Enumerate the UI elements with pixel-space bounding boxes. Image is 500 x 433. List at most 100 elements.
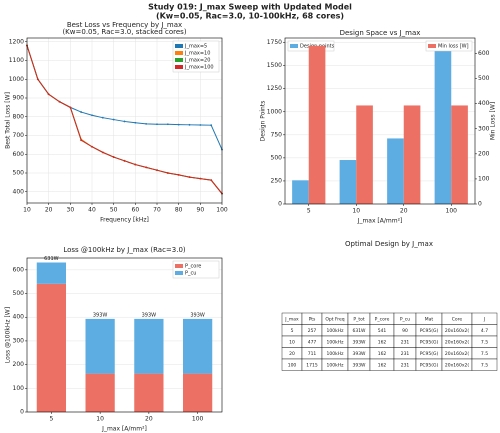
- figure-subtitle: (Kw=0.05, Rac=3.0, 10-100kHz, 68 cores): [156, 12, 344, 21]
- table-text: Opt Freq: [325, 316, 344, 322]
- table-text: Mat: [425, 316, 434, 322]
- table-text: 393W: [352, 351, 366, 357]
- legend-swatch: [175, 58, 183, 62]
- table-text: 231: [401, 339, 410, 345]
- table-text: 20: [289, 351, 295, 357]
- x-tick-label: 5: [307, 208, 311, 215]
- table-text: 100kHz: [327, 351, 345, 357]
- table-text: 231: [401, 362, 410, 368]
- bar: [356, 105, 373, 204]
- table-text: 393W: [352, 339, 366, 345]
- y-tick-label: 900: [13, 95, 25, 102]
- bar: [292, 180, 309, 204]
- table-text: 100: [288, 362, 297, 368]
- point: [166, 123, 169, 126]
- table-text: 541: [378, 328, 387, 334]
- point: [47, 93, 50, 96]
- point: [134, 121, 137, 124]
- bar-segment: [183, 373, 213, 412]
- point: [80, 139, 83, 142]
- table-text: 5: [291, 328, 294, 334]
- bar-segment: [134, 373, 164, 412]
- x-tick-label: 30: [67, 207, 75, 214]
- y-axis-label: Best Total Loss [W]: [5, 92, 12, 149]
- point: [134, 163, 137, 166]
- point: [101, 151, 104, 154]
- table-text: 631W: [352, 328, 366, 334]
- bar: [403, 105, 421, 204]
- table-text: 477: [308, 339, 317, 345]
- point: [101, 116, 104, 119]
- y-tick-label: 200: [13, 361, 25, 368]
- total-label: 393W: [190, 312, 205, 318]
- legend-swatch: [175, 264, 183, 268]
- x-tick-label: 60: [132, 207, 140, 214]
- table-text: J: [483, 316, 485, 322]
- bar-segment: [85, 318, 115, 374]
- point: [112, 156, 115, 158]
- bar: [451, 105, 468, 204]
- legend-label: J_max=5: [184, 44, 207, 50]
- total-label: 631W: [44, 256, 59, 262]
- y-tick-label: 100: [13, 385, 25, 392]
- y-tick-label: 500: [13, 170, 25, 177]
- x-tick-label: 100: [216, 207, 228, 214]
- table-text: 393W: [352, 362, 366, 368]
- y-tick-label: 400: [13, 314, 25, 321]
- bar: [434, 45, 452, 204]
- x-tick-label: 80: [175, 207, 183, 214]
- legend-label: J_max=10: [184, 51, 210, 57]
- x-tick-label: 70: [153, 207, 161, 214]
- legend-label: P_cu: [185, 271, 196, 277]
- x-axis-label: J_max [A/mm²]: [101, 426, 147, 433]
- y-tick-label: 600: [13, 266, 25, 273]
- chart-title: Design Space vs J_max: [340, 29, 421, 37]
- point: [123, 120, 126, 123]
- legend-swatch: [175, 51, 183, 55]
- point: [58, 100, 61, 103]
- bar-segment: [134, 318, 164, 374]
- table-text: P_core: [375, 316, 390, 322]
- legend-swatch: [175, 271, 183, 275]
- legend-label: P_core: [185, 264, 201, 270]
- bar: [308, 45, 326, 205]
- bar-segment: [36, 283, 66, 412]
- x-tick-label: 20: [45, 207, 53, 214]
- table-text: 7.5: [481, 339, 488, 345]
- point: [156, 123, 158, 126]
- y2-tick-label: 0: [478, 201, 482, 208]
- table-text: 7.5: [481, 362, 488, 368]
- x-tick-label: 10: [352, 208, 360, 215]
- chart-subtitle: (Kw=0.05, Rac=3.0, stacked cores): [62, 28, 186, 36]
- point: [210, 179, 213, 182]
- table-text: 20x160x2(: [445, 351, 470, 357]
- y-tick-label: 0: [278, 201, 282, 208]
- point: [80, 111, 83, 113]
- figure-title: Study 019: J_max Sweep with Updated Mode…: [148, 3, 352, 12]
- table-text: 231: [401, 351, 410, 357]
- point: [145, 166, 148, 169]
- table-title: Optimal Design by J_max: [345, 240, 433, 248]
- legend-swatch: [290, 44, 298, 48]
- x-tick-label: 40: [88, 207, 96, 214]
- plot-frame: [26, 257, 223, 413]
- legend-swatch: [175, 65, 183, 69]
- x-tick-label: 100: [192, 416, 204, 423]
- y2-tick-label: 200: [478, 150, 490, 157]
- bar-segment: [36, 262, 66, 284]
- point: [210, 124, 213, 127]
- point: [112, 118, 115, 121]
- legend-box: [425, 40, 473, 52]
- table-text: 20x160x2(: [445, 362, 470, 368]
- x-tick-label: 10: [96, 416, 104, 423]
- y-tick-label: 500: [13, 290, 25, 297]
- legend-box: [172, 260, 220, 279]
- y-tick-label: 1100: [9, 57, 24, 64]
- y-tick-label: 250: [271, 177, 283, 184]
- y-tick-label: 300: [13, 337, 25, 344]
- y-axis-label: Design Points: [260, 101, 267, 142]
- point: [69, 106, 72, 109]
- table-text: 20x160x2(: [445, 339, 470, 345]
- table-text: PC95(G): [420, 339, 439, 345]
